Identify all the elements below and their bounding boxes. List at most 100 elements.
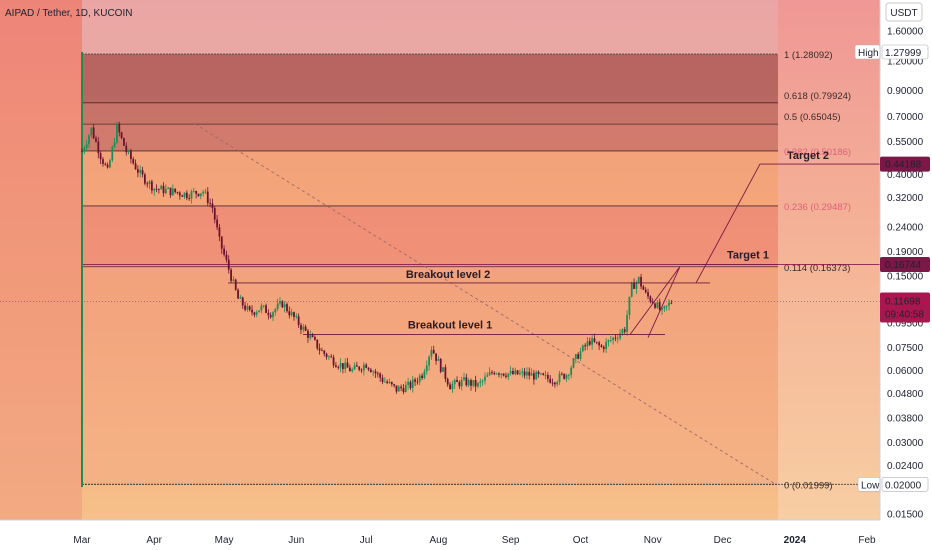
candle xyxy=(456,376,458,383)
low-value-bg xyxy=(881,476,929,492)
candle-body xyxy=(414,379,417,382)
candle xyxy=(321,347,323,352)
high-label-bg xyxy=(854,44,881,60)
candle xyxy=(248,305,251,312)
candle-body xyxy=(572,359,575,368)
candle xyxy=(493,371,496,376)
candle-body xyxy=(502,373,505,376)
candle-body xyxy=(246,306,249,310)
candle xyxy=(526,367,528,380)
y-tick-label: 0.32000 xyxy=(887,193,924,204)
currency-button-frame[interactable] xyxy=(885,2,923,22)
candle-body xyxy=(248,306,251,310)
candle xyxy=(409,380,412,390)
y-tick-label: 0.06000 xyxy=(887,366,924,377)
candle xyxy=(479,378,482,388)
candle xyxy=(416,377,419,385)
candle xyxy=(251,305,253,316)
currency-button[interactable]: USDT xyxy=(885,2,923,22)
candle xyxy=(171,184,174,196)
y-tick-label: 0.19000 xyxy=(887,247,924,258)
candle xyxy=(218,224,221,241)
candle-body xyxy=(209,203,212,204)
candle xyxy=(647,288,649,300)
candle xyxy=(519,369,521,376)
candle-body xyxy=(360,369,363,371)
candle xyxy=(367,367,370,372)
candle xyxy=(381,374,384,385)
candle xyxy=(376,371,379,378)
candle xyxy=(348,364,351,372)
candle-body xyxy=(488,372,491,376)
candle-body xyxy=(633,282,635,289)
candle xyxy=(442,367,444,372)
x-tick-label: Jul xyxy=(360,535,373,546)
candle xyxy=(593,333,596,343)
candle-body xyxy=(106,164,109,168)
candle xyxy=(192,187,195,193)
candle xyxy=(640,273,642,290)
candle xyxy=(97,136,100,159)
candle xyxy=(386,379,389,385)
candle-body xyxy=(421,375,423,378)
candle xyxy=(234,278,237,291)
candle xyxy=(337,365,340,370)
candle-body xyxy=(276,303,279,310)
candle xyxy=(602,345,605,353)
candle-body xyxy=(192,190,195,192)
candle xyxy=(239,294,242,299)
candle xyxy=(183,192,186,199)
candle xyxy=(286,302,288,313)
candle-body xyxy=(260,305,263,311)
candle-body xyxy=(570,367,573,375)
candle xyxy=(530,368,533,376)
candle-body xyxy=(272,312,274,318)
candle-body xyxy=(439,358,442,372)
candle-body xyxy=(591,338,594,345)
candle xyxy=(335,362,337,368)
candle-body xyxy=(225,254,228,260)
candle-body xyxy=(512,370,514,375)
candle xyxy=(654,302,656,310)
candle-body xyxy=(325,353,328,358)
candle xyxy=(88,133,90,149)
candle-body xyxy=(369,369,372,373)
candle-body xyxy=(390,381,393,385)
candle-body xyxy=(258,310,260,313)
candle xyxy=(111,145,114,163)
candle xyxy=(404,381,407,393)
low-tag: Low 0.02000 xyxy=(857,476,929,492)
candle-body xyxy=(423,371,426,378)
candle-body xyxy=(116,123,118,143)
candle xyxy=(155,184,158,193)
candle-body xyxy=(267,312,270,316)
candle xyxy=(134,159,137,170)
candle-body xyxy=(470,380,472,386)
candle xyxy=(169,187,172,198)
candle xyxy=(185,190,188,201)
candle-body xyxy=(530,373,533,376)
candle xyxy=(365,362,368,369)
candle-body xyxy=(474,380,477,387)
candle xyxy=(302,324,305,333)
breakout-level-2-label: Breakout level 2 xyxy=(406,269,490,281)
candle xyxy=(328,355,330,361)
y-tick-label: 0.55000 xyxy=(887,137,924,148)
candle-body xyxy=(220,236,223,249)
target2-tag-bg xyxy=(880,156,930,172)
candle-body xyxy=(505,375,507,377)
candle-body xyxy=(437,358,440,361)
candle xyxy=(567,373,570,381)
candle xyxy=(323,349,326,357)
candle-body xyxy=(344,362,347,370)
candle xyxy=(598,340,601,351)
y-tick-label: 0.03800 xyxy=(887,413,924,424)
currency-button-label[interactable]: USDT xyxy=(890,8,917,19)
candle-body xyxy=(157,189,160,190)
target2-tag-text: 0.44188 xyxy=(885,160,922,171)
candle xyxy=(190,189,193,204)
candle-body xyxy=(593,338,596,342)
candle xyxy=(153,188,156,196)
candle xyxy=(139,165,142,178)
